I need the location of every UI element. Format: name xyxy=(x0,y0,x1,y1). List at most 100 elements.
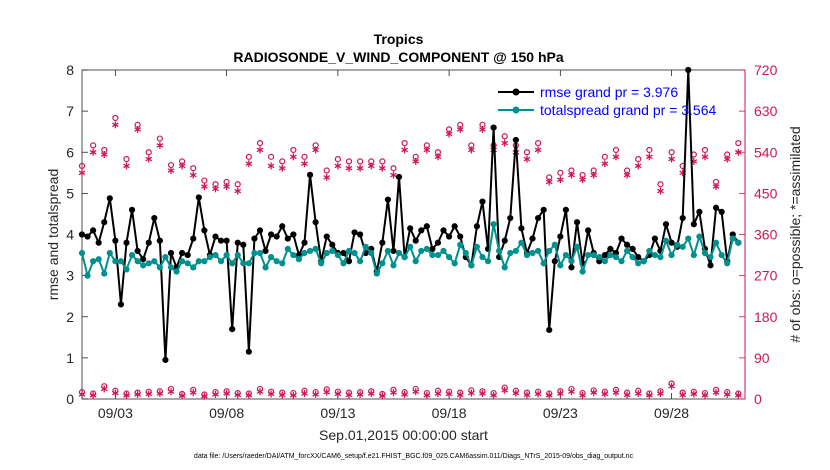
rmse-point xyxy=(229,325,236,333)
totalspread-point xyxy=(223,251,230,259)
rmse-point xyxy=(106,195,113,202)
obs-assimilated-low-marker xyxy=(412,388,420,396)
totalspread-point xyxy=(323,249,330,257)
rmse-point xyxy=(690,221,697,228)
rmse-point xyxy=(451,223,458,230)
totalspread-point xyxy=(379,260,386,267)
obs-assimilated-marker xyxy=(412,157,420,165)
obs-possible-marker xyxy=(657,181,664,188)
obs-assimilated-low-marker xyxy=(657,390,664,398)
obs-assimilated-marker xyxy=(356,164,364,172)
totalspread-point xyxy=(473,243,481,250)
rmse-point xyxy=(78,231,86,238)
obs-assimilated-marker xyxy=(712,183,720,191)
obs-possible-marker xyxy=(334,156,341,163)
y-tick-label: 5 xyxy=(66,185,74,201)
obs-assimilated-low-marker xyxy=(734,391,742,399)
rmse-point xyxy=(245,348,252,355)
chart-subtitle: RADIOSONDE_V_WIND_COMPONENT @ 150 hPa xyxy=(233,49,563,65)
obs-possible-marker xyxy=(557,169,564,176)
obs-possible-marker xyxy=(156,135,163,142)
rmse-point xyxy=(607,245,614,252)
totalspread-point xyxy=(212,251,219,259)
y-right-tick-label: 540 xyxy=(754,144,778,160)
obs-assimilated-marker xyxy=(723,155,731,163)
rmse-point xyxy=(457,233,464,240)
rmse-point xyxy=(618,235,625,242)
totalspread-point xyxy=(262,264,269,271)
rmse-point xyxy=(306,171,314,178)
obs-assimilated-low-marker xyxy=(712,389,720,397)
obs-assimilated-low-marker xyxy=(390,389,397,397)
obs-assimilated-low-marker xyxy=(612,389,620,397)
obs-assimilated-marker xyxy=(534,146,542,154)
obs-possible-marker xyxy=(290,146,297,154)
rmse-point xyxy=(379,239,386,246)
obs-assimilated-marker xyxy=(245,160,253,168)
obs-assimilated-low-marker xyxy=(512,389,520,397)
totalspread-point xyxy=(273,258,280,265)
obs-assimilated-low-marker xyxy=(345,391,353,399)
rmse-point xyxy=(268,231,275,238)
rmse-point xyxy=(479,198,486,205)
rmse-point xyxy=(712,204,720,211)
rmse-point xyxy=(123,239,130,246)
obs-possible-marker xyxy=(78,162,86,170)
obs-possible-marker xyxy=(635,156,642,163)
rmse-point xyxy=(679,214,686,222)
rmse-point xyxy=(117,301,125,308)
y-right-axis-label: # of obs: o=possible; *=assimilated xyxy=(787,126,803,342)
obs-assimilated-low-marker xyxy=(356,390,364,398)
obs-possible-marker xyxy=(379,158,386,165)
totalspread-point xyxy=(256,249,264,257)
rmse-point xyxy=(557,233,564,240)
rmse-point xyxy=(440,227,447,234)
totalspread-point xyxy=(368,249,375,257)
obs-assimilated-marker xyxy=(545,178,553,186)
totalspread-point xyxy=(640,258,647,265)
totalspread-point xyxy=(434,251,442,259)
obs-assimilated-low-marker xyxy=(312,390,319,398)
totalspread-point xyxy=(724,260,731,267)
y-tick-label: 3 xyxy=(66,268,74,284)
totalspread-point xyxy=(329,247,336,255)
obs-assimilated-marker xyxy=(256,146,264,154)
obs-assimilated-low-marker xyxy=(123,391,130,399)
obs-assimilated-marker xyxy=(145,155,153,163)
y-tick-label: 0 xyxy=(66,391,74,407)
totalspread-point xyxy=(423,245,430,252)
obs-assimilated-low-marker xyxy=(189,389,197,397)
obs-assimilated-low-marker xyxy=(568,388,575,396)
totalspread-point xyxy=(112,258,119,265)
totalspread-point xyxy=(712,239,720,246)
totalspread-point xyxy=(440,247,447,255)
rmse-point xyxy=(128,206,136,213)
totalspread-point xyxy=(184,260,191,267)
rmse-point xyxy=(112,237,119,244)
obs-possible-marker xyxy=(279,158,286,165)
rmse-point xyxy=(90,227,97,234)
obs-assimilated-marker xyxy=(334,162,342,170)
obs-assimilated-marker xyxy=(434,153,442,161)
totalspread-point xyxy=(679,243,686,250)
totalspread-point xyxy=(457,241,464,248)
totalspread-point xyxy=(401,254,408,261)
obs-assimilated-marker xyxy=(523,155,531,163)
x-tick-label: 09/03 xyxy=(98,405,133,421)
obs-assimilated-marker xyxy=(445,130,453,138)
totalspread-point xyxy=(496,247,503,255)
rmse-point xyxy=(529,235,536,242)
totalspread-point xyxy=(529,249,536,257)
obs-possible-marker xyxy=(90,142,97,149)
obs-assimilated-marker xyxy=(156,141,164,149)
obs-assimilated-marker xyxy=(289,153,297,161)
rmse-point xyxy=(179,249,186,257)
obs-possible-marker xyxy=(646,146,653,154)
footnote: data file: /Users/raeder/DAI/ATM_forcXX/… xyxy=(194,453,634,460)
obs-assimilated-marker xyxy=(390,171,397,179)
rmse-point xyxy=(290,231,297,238)
obs-assimilated-low-marker xyxy=(579,391,586,399)
obs-assimilated-marker xyxy=(612,153,620,161)
obs-assimilated-marker xyxy=(89,148,97,156)
x-axis-label: Sep.01,2015 00:00:00 start xyxy=(319,427,488,443)
